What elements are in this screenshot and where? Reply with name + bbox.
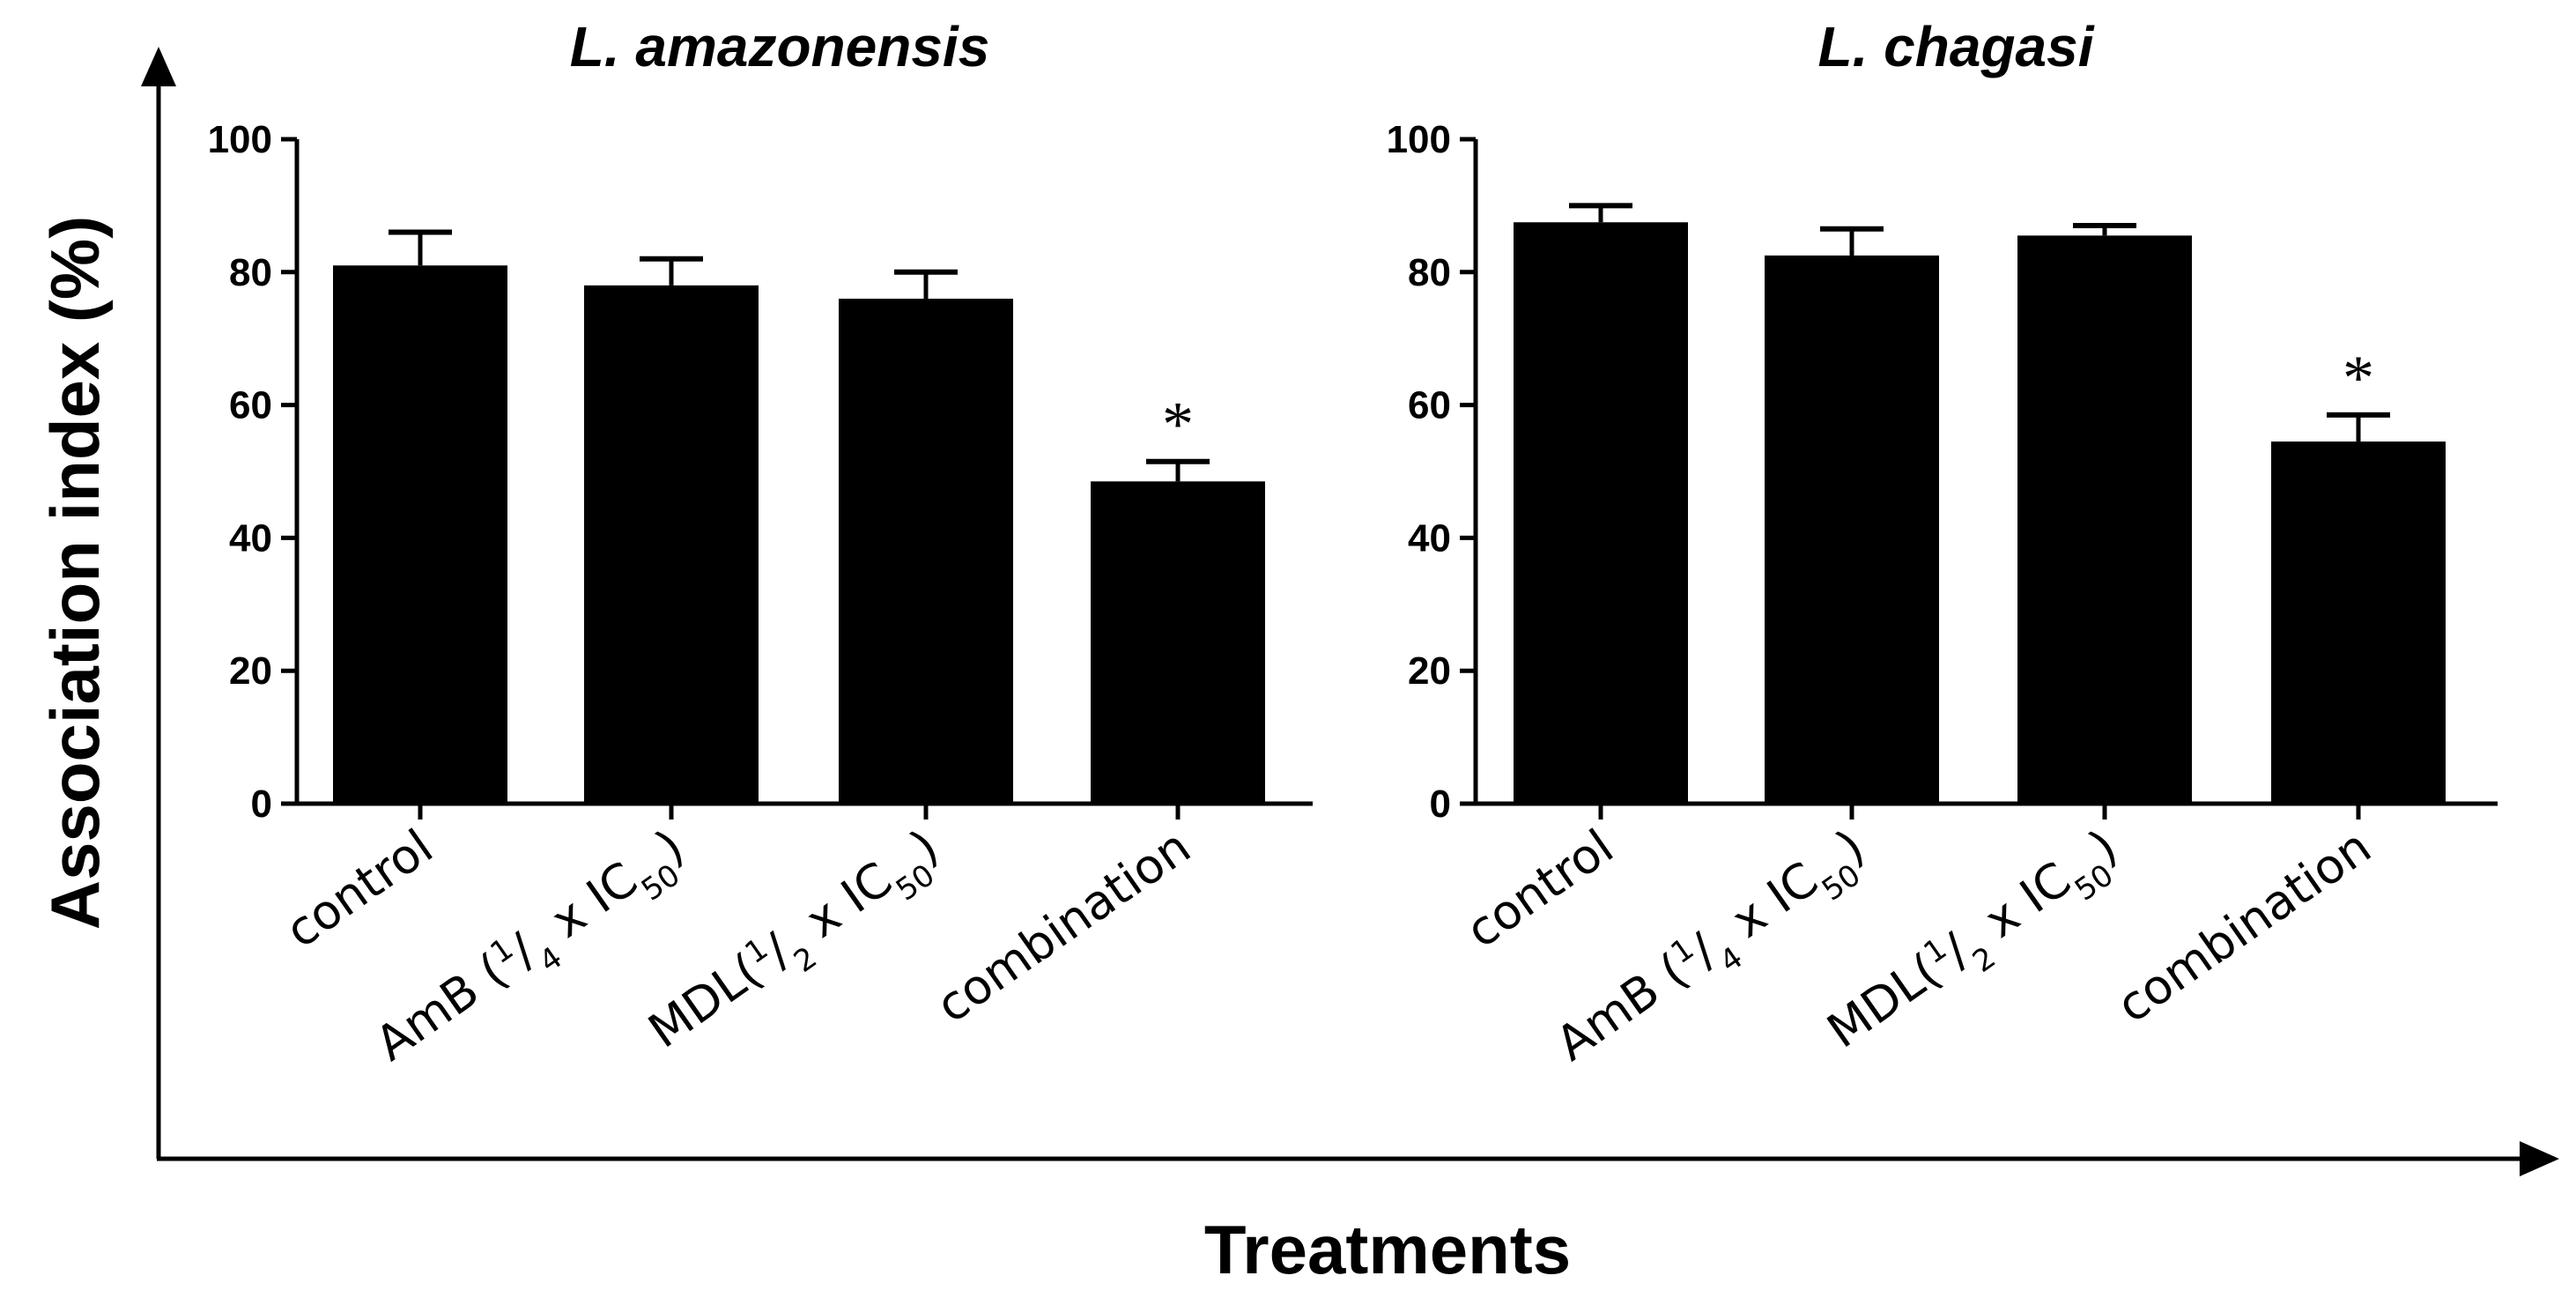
y-tick-label: 20 xyxy=(229,649,272,693)
bar xyxy=(2271,441,2446,804)
x-tick-label: combination xyxy=(927,819,1201,1034)
bar xyxy=(1765,255,1939,804)
panel-title: L. amazonensis xyxy=(570,15,990,78)
y-tick-label: 20 xyxy=(1408,649,1451,693)
significance-marker: * xyxy=(1162,389,1194,460)
bar xyxy=(584,285,759,804)
bar xyxy=(839,298,1013,805)
panel-title: L. chagasi xyxy=(1818,15,2095,78)
y-axis-label: Association index (%) xyxy=(36,216,114,930)
x-tick-label-part: combination xyxy=(2107,819,2381,1034)
y-tick-label: 40 xyxy=(1408,516,1451,560)
bar xyxy=(1091,481,1265,804)
y-tick-label: 40 xyxy=(229,516,272,560)
y-tick-label: 60 xyxy=(229,384,272,427)
y-tick-label: 80 xyxy=(229,251,272,294)
y-tick-label: 0 xyxy=(1430,783,1451,826)
y-tick-label: 60 xyxy=(1408,384,1451,427)
x-tick-label-part: control xyxy=(1456,819,1623,959)
x-tick-label-part: AmB ( xyxy=(1546,943,1697,1072)
y-tick-label: 100 xyxy=(208,118,272,161)
bar xyxy=(2017,235,2192,805)
y-tick-label: 100 xyxy=(1387,118,1451,161)
significance-marker: * xyxy=(2343,343,2374,413)
x-tick-label-part: combination xyxy=(927,819,1201,1034)
x-tick-label-part: control xyxy=(276,819,442,959)
x-tick-label: control xyxy=(276,819,442,959)
x-axis-label: Treatments xyxy=(1204,1211,1571,1288)
bar xyxy=(333,265,507,804)
x-tick-label: combination xyxy=(2107,819,2381,1034)
bar xyxy=(1514,222,1688,804)
x-tick-label: control xyxy=(1456,819,1623,959)
y-tick-label: 80 xyxy=(1408,251,1451,294)
y-tick-label: 0 xyxy=(251,783,272,826)
x-tick-label-part: AmB ( xyxy=(366,943,516,1072)
